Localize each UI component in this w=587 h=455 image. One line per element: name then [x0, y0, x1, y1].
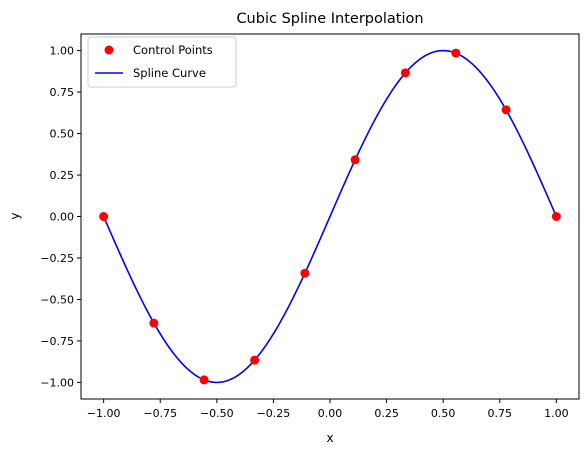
- x-tick-label: −0.50: [200, 407, 234, 420]
- control-point: [300, 268, 310, 278]
- y-axis-ticks: −1.00 −0.75 −0.50 −0.25 0.00 0.25 0.50 0.75 1.00: [40, 45, 81, 389]
- y-tick-label: 0.00: [50, 211, 75, 224]
- control-points: [99, 48, 561, 385]
- legend: Control Points Spline Curve: [87, 36, 237, 88]
- legend-marker-control-points: [104, 45, 114, 55]
- control-point: [99, 212, 109, 221]
- legend-label-control-points: Control Points: [133, 43, 213, 57]
- x-tick-label: 0.50: [431, 407, 456, 420]
- x-tick-label: 0.25: [374, 407, 399, 420]
- chart-title: Cubic Spline Interpolation: [236, 11, 423, 27]
- y-tick-label: 1.00: [50, 45, 75, 58]
- control-point: [451, 48, 461, 58]
- legend-label-spline-curve: Spline Curve: [133, 66, 206, 80]
- y-tick-label: 0.25: [50, 169, 75, 182]
- x-tick-label: 0.75: [488, 407, 513, 420]
- control-point: [400, 68, 410, 78]
- y-tick-label: 0.50: [50, 128, 75, 141]
- y-tick-label: −0.75: [40, 335, 74, 348]
- x-axis-ticks: −1.00 −0.75 −0.50 −0.25 0.00 0.25 0.50 0.75 1.00: [87, 399, 569, 420]
- control-point: [250, 355, 260, 365]
- x-tick-label: 1.00: [544, 407, 569, 420]
- control-point: [350, 155, 360, 165]
- plot-area: −1.00 −0.75 −0.50 −0.25 0.00 0.25 0.50 0.75 1.00…: [40, 33, 580, 420]
- control-point: [149, 318, 159, 328]
- y-tick-label: −0.25: [40, 252, 74, 265]
- control-point: [199, 375, 209, 385]
- x-axis-label: x: [326, 431, 333, 445]
- y-tick-label: −0.50: [40, 293, 74, 306]
- control-point: [501, 105, 511, 115]
- y-tick-label: 0.75: [50, 86, 75, 99]
- y-tick-label: −1.00: [40, 376, 74, 389]
- x-tick-label: −0.25: [257, 407, 291, 420]
- y-axis-label: y: [8, 212, 22, 219]
- control-point: [551, 212, 561, 221]
- x-tick-label: 0.00: [318, 407, 343, 420]
- spline-curve-line: [102, 49, 558, 384]
- legend-box: [87, 36, 237, 88]
- x-tick-label: −1.00: [87, 407, 121, 420]
- x-tick-label: −0.75: [143, 407, 177, 420]
